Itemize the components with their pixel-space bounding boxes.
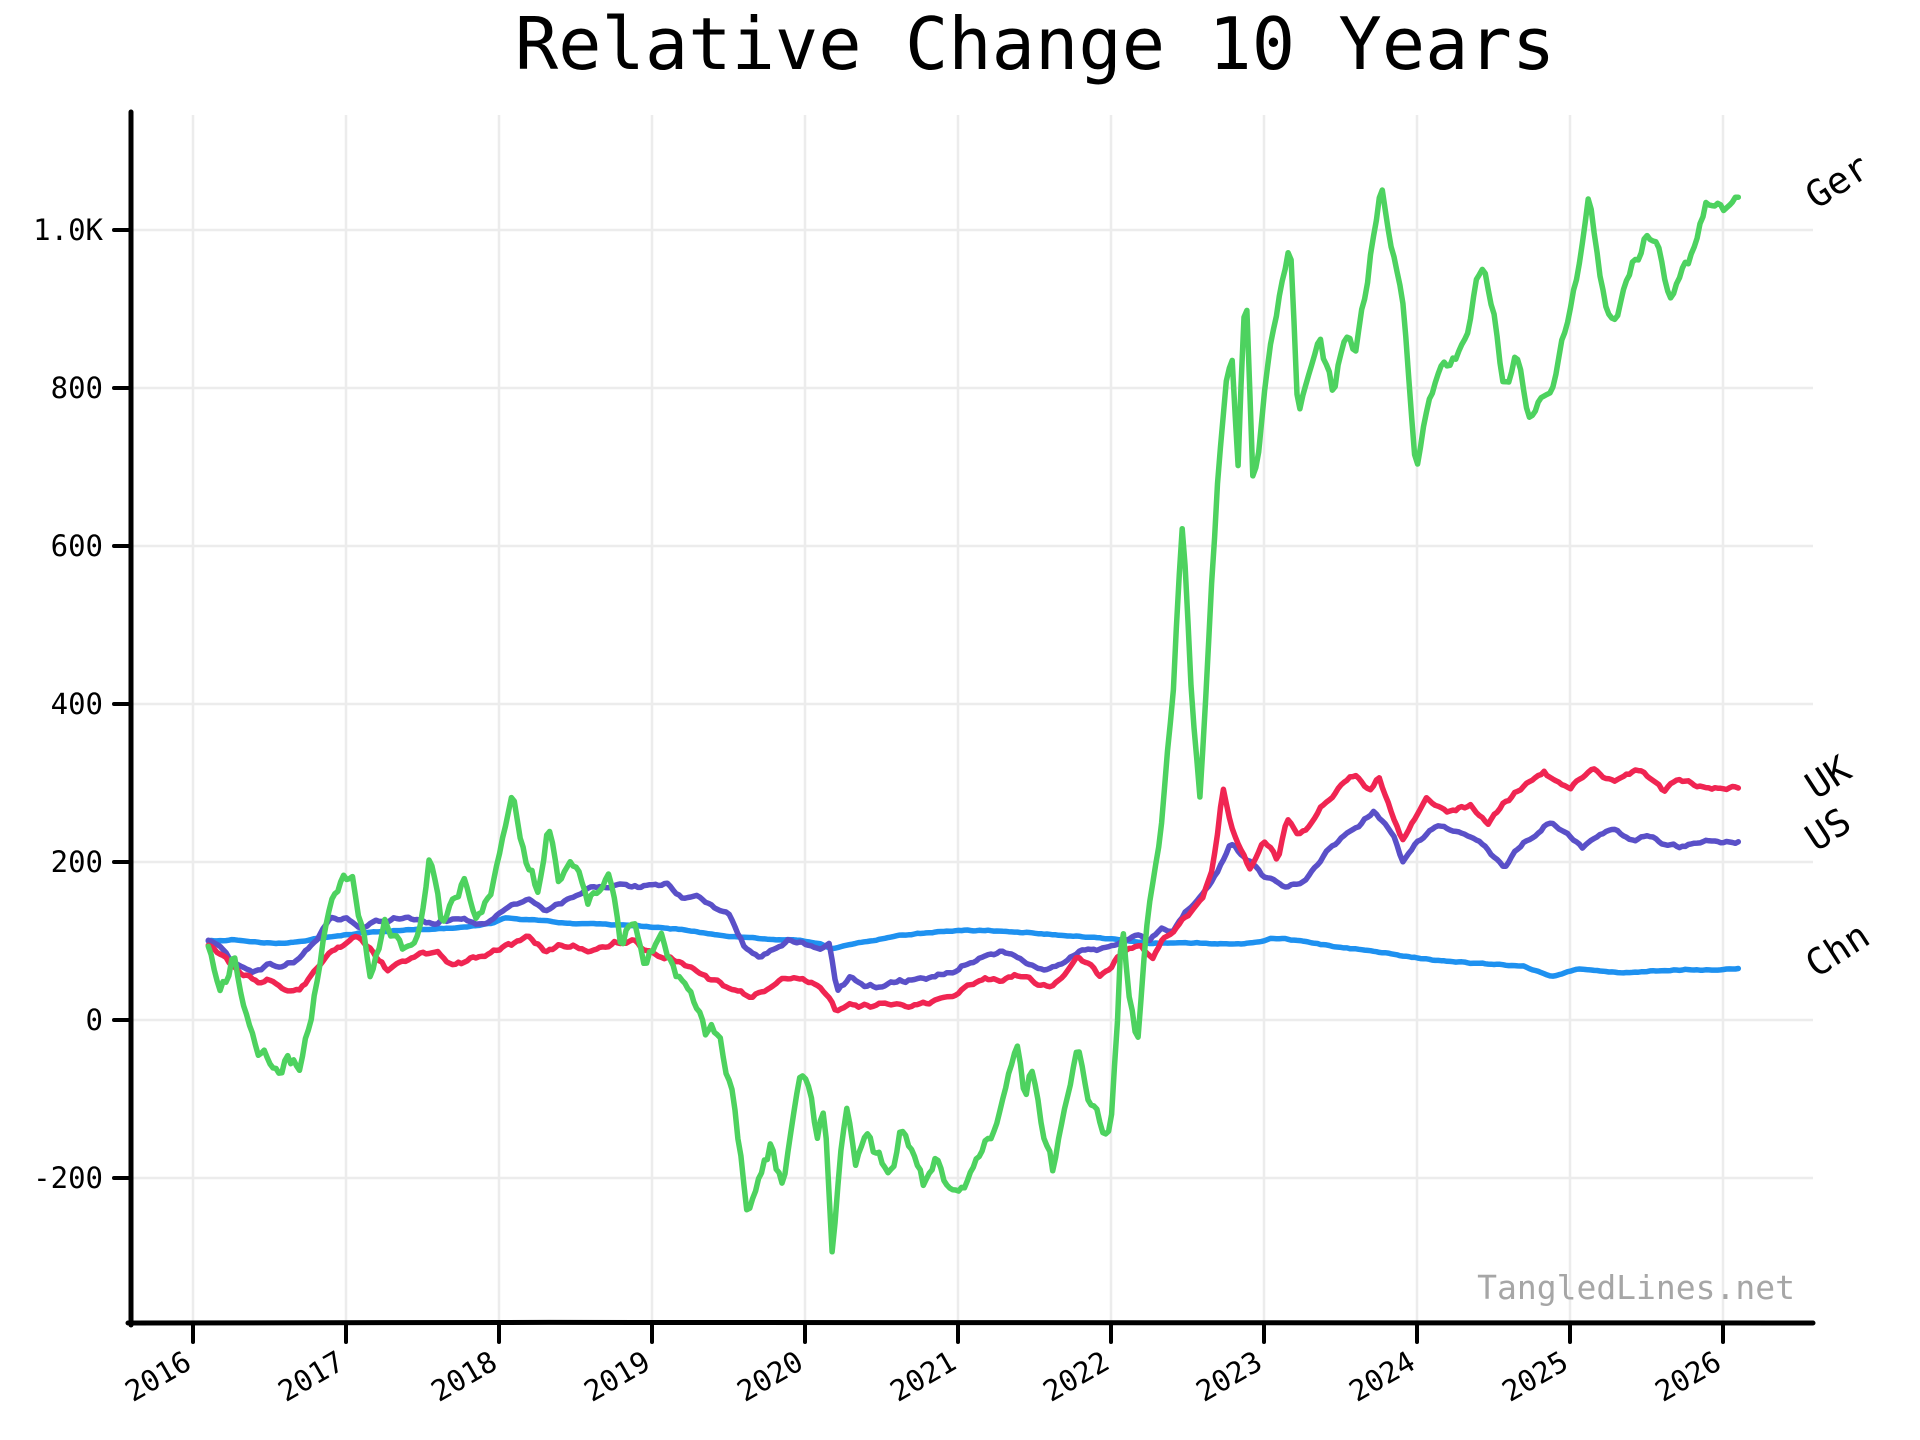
x-tick-label-2023: 2023 bbox=[1190, 1344, 1267, 1408]
x-tick-label-2019: 2019 bbox=[578, 1344, 655, 1408]
y-axis-spine bbox=[127, 109, 135, 1328]
y-tick-label-200: 200 bbox=[51, 845, 103, 879]
y-tick-label-600: 600 bbox=[51, 529, 103, 563]
y-tick-label-0: 0 bbox=[86, 1003, 103, 1037]
series-label-Ger: Ger bbox=[1798, 145, 1877, 217]
x-axis-spine bbox=[125, 1319, 1816, 1327]
x-tick-label-2026: 2026 bbox=[1649, 1344, 1726, 1408]
chart-title: Relative Change 10 Years bbox=[514, 2, 1556, 86]
y-tick-label-400: 400 bbox=[51, 687, 103, 721]
x-tick-label-2025: 2025 bbox=[1496, 1344, 1573, 1408]
series-line-Chn bbox=[205, 915, 1742, 979]
series-line-US bbox=[205, 808, 1742, 993]
series-line-Ger bbox=[205, 187, 1742, 1255]
x-tick-label-2022: 2022 bbox=[1037, 1344, 1114, 1408]
y-tick-label-1.0K: 1.0K bbox=[33, 213, 103, 247]
x-tick-label-2016: 2016 bbox=[119, 1344, 196, 1408]
series-label-US: US bbox=[1798, 799, 1859, 859]
x-tick-label-2020: 2020 bbox=[731, 1344, 808, 1408]
watermark: TangledLines.net bbox=[1477, 1268, 1795, 1307]
x-tick-label-2018: 2018 bbox=[425, 1344, 502, 1408]
series-label-Chn: Chn bbox=[1798, 914, 1877, 986]
x-tick-label-2017: 2017 bbox=[272, 1344, 349, 1408]
y-tick-label-800: 800 bbox=[51, 371, 103, 405]
x-tick-label-2021: 2021 bbox=[884, 1344, 961, 1408]
series-line-UK bbox=[205, 766, 1742, 1014]
x-tick-label-2024: 2024 bbox=[1343, 1344, 1420, 1408]
series-label-UK: UK bbox=[1798, 747, 1859, 808]
y-tick-label--200: -200 bbox=[33, 1161, 103, 1195]
